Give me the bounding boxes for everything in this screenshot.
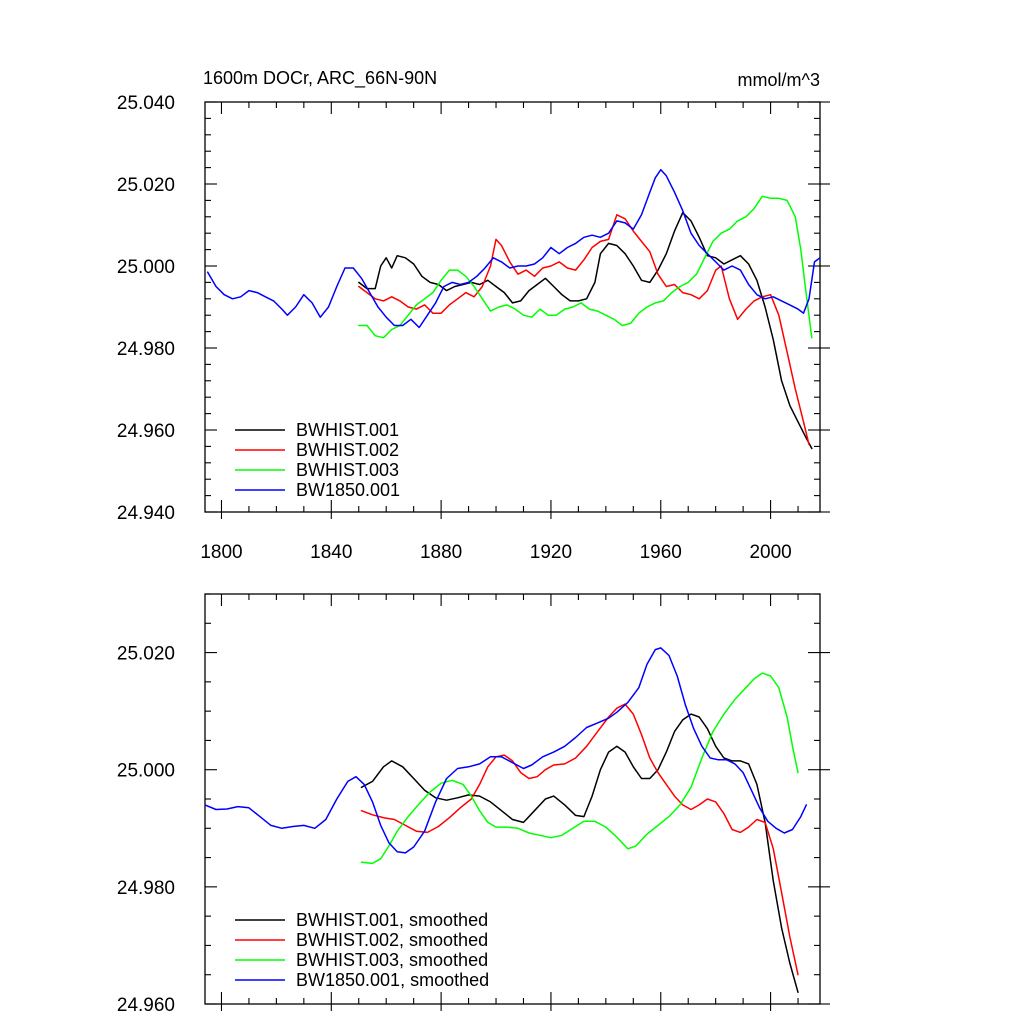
series-line-3 [206, 168, 820, 329]
bottom-line-chart: 24.960 24.980 25.000 25.020 BWHIST.001, smoo… [117, 593, 830, 1016]
y-tick-label: 24.960 [117, 421, 175, 442]
legend-label: BWHIST.001 [296, 420, 399, 440]
y-tick-label: 25.000 [117, 257, 175, 278]
series-line-3 [205, 647, 808, 854]
chart-units-label: mmol/m^3 [738, 70, 820, 90]
series-line-2 [360, 672, 799, 865]
legend-label: BWHIST.002 [296, 440, 399, 460]
y-tick-label: 24.980 [117, 878, 175, 899]
legend-label: BWHIST.003 [296, 460, 399, 480]
y-tick-label: 24.960 [117, 995, 175, 1016]
x-tick-label: 2000 [749, 542, 791, 563]
x-tick-label: 1840 [310, 542, 352, 563]
x-tick-label: 1920 [530, 542, 572, 563]
x-tick-label: 1800 [200, 542, 242, 563]
legend-label: BW1850.001, smoothed [296, 970, 489, 990]
legend-label: BW1850.001 [296, 480, 400, 500]
top-line-chart: 1600m DOCr, ARC_66N-90N mmol/m^3 1800 184… [117, 68, 830, 563]
x-tick-label: 1880 [420, 542, 462, 563]
plot-frame [204, 101, 821, 513]
x-tick-label: 1960 [640, 542, 682, 563]
y-tick-label: 24.940 [117, 503, 175, 524]
y-tick-label: 25.000 [117, 761, 175, 782]
chart-title: 1600m DOCr, ARC_66N-90N [203, 68, 437, 89]
series-line-1 [358, 214, 810, 446]
series-line-1 [360, 703, 799, 976]
legend-label: BWHIST.001, smoothed [296, 910, 488, 930]
y-tick-label: 24.980 [117, 339, 175, 360]
series-line-2 [358, 195, 813, 339]
legend-label: BWHIST.002, smoothed [296, 930, 488, 950]
series-line-0 [358, 211, 813, 450]
y-tick-label: 25.020 [117, 175, 175, 196]
legend-label: BWHIST.003, smoothed [296, 950, 488, 970]
y-tick-label: 25.020 [117, 644, 175, 665]
series-line-0 [360, 713, 799, 994]
y-tick-label: 25.040 [117, 93, 175, 114]
